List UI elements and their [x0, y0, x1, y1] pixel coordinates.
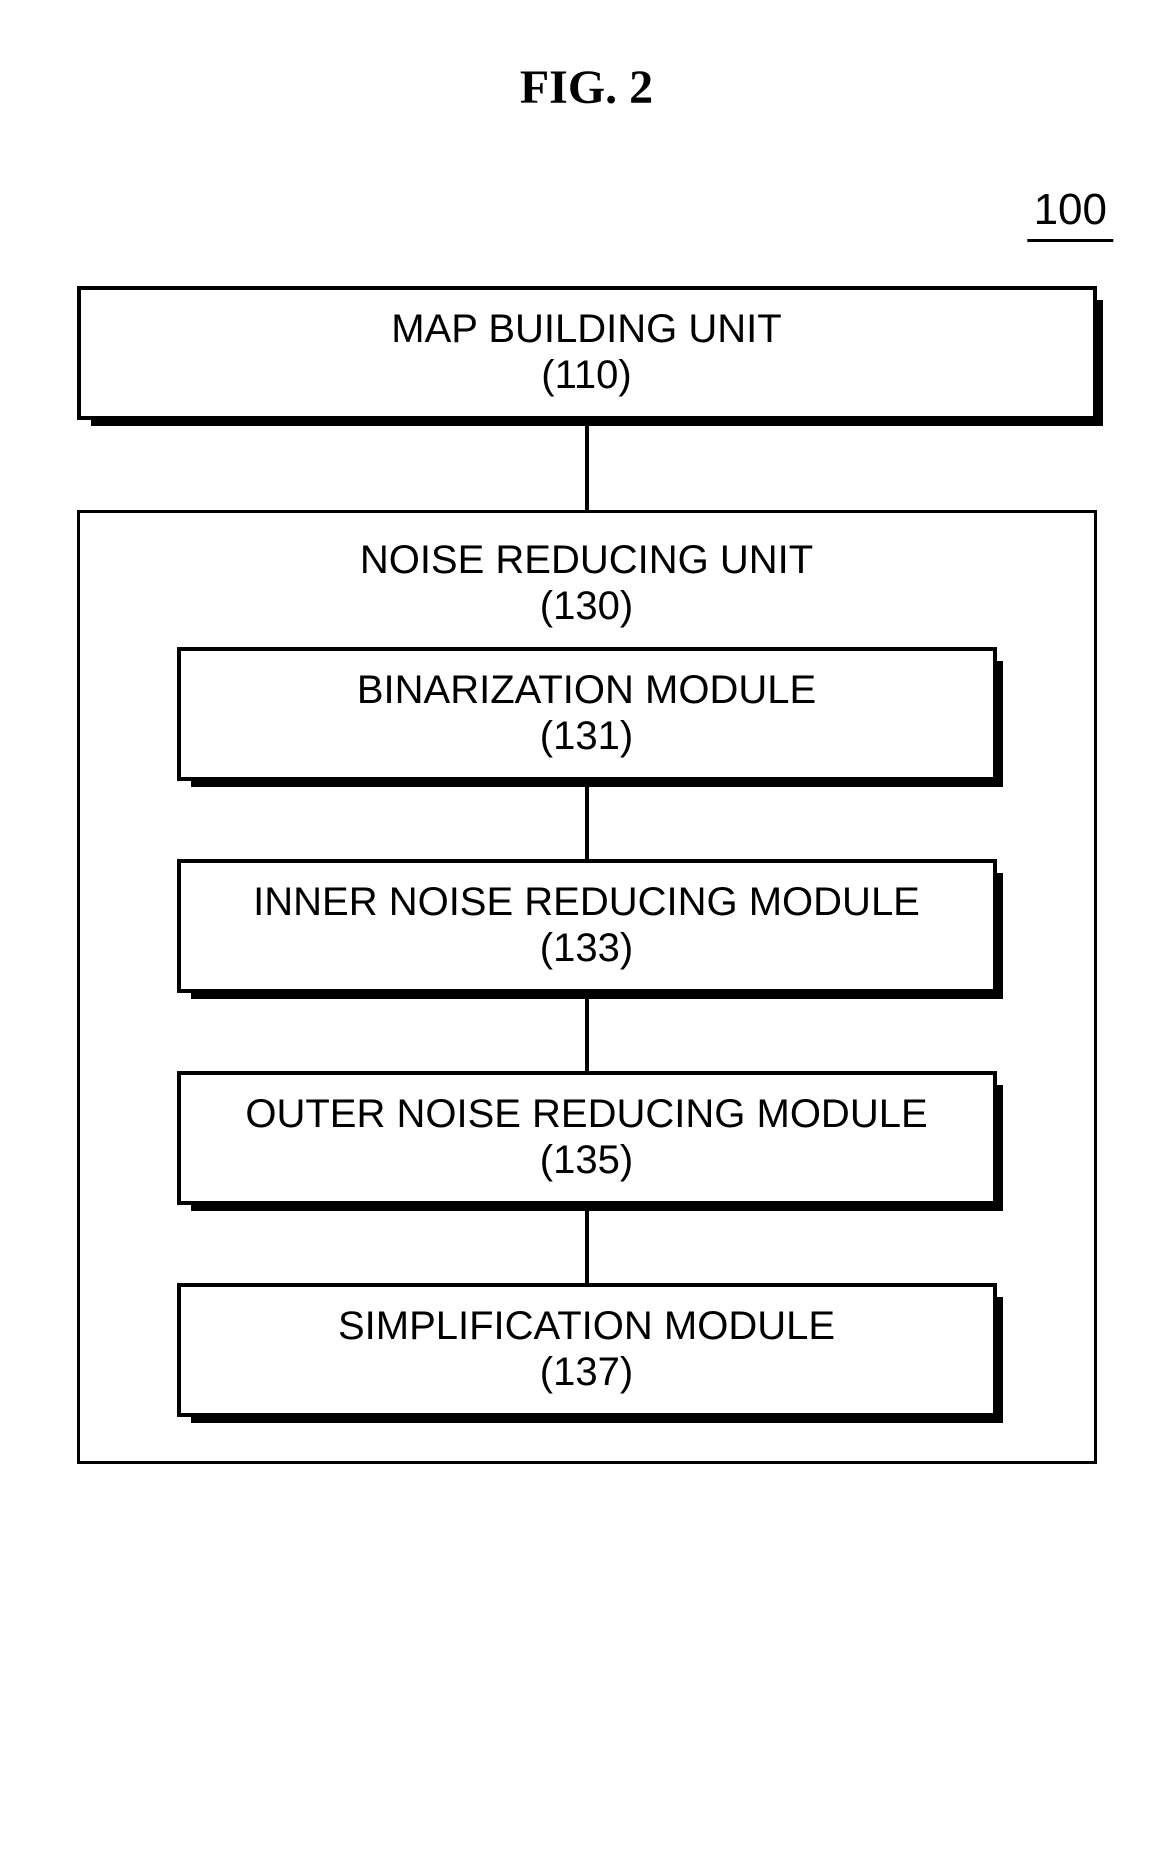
map-building-unit-label: MAP BUILDING UNIT — [91, 306, 1083, 352]
map-building-unit-ref: (110) — [91, 352, 1083, 398]
connector-2-3 — [585, 1205, 589, 1283]
outer-noise-module-box: OUTER NOISE REDUCING MODULE (135) — [177, 1071, 997, 1205]
inner-noise-module-ref: (133) — [191, 925, 983, 971]
inner-noise-module-box: INNER NOISE REDUCING MODULE (133) — [177, 859, 997, 993]
inner-noise-module-label: INNER NOISE REDUCING MODULE — [191, 879, 983, 925]
noise-reducing-unit: NOISE REDUCING UNIT (130) BINARIZATION M… — [77, 510, 1097, 1464]
noise-unit-label: NOISE REDUCING UNIT — [124, 537, 1050, 583]
connector-0-1 — [585, 781, 589, 859]
inner-noise-module-box-inner: INNER NOISE REDUCING MODULE (133) — [177, 859, 997, 993]
map-building-unit-box: MAP BUILDING UNIT (110) — [77, 286, 1097, 420]
binarization-module-ref: (131) — [191, 713, 983, 759]
map-building-unit-box-inner: MAP BUILDING UNIT (110) — [77, 286, 1097, 420]
outer-noise-module-ref: (135) — [191, 1137, 983, 1183]
binarization-module-label: BINARIZATION MODULE — [191, 667, 983, 713]
simplification-module-box: SIMPLIFICATION MODULE (137) — [177, 1283, 997, 1417]
binarization-module-box: BINARIZATION MODULE (131) — [177, 647, 997, 781]
simplification-module-ref: (137) — [191, 1349, 983, 1395]
figure-title: FIG. 2 — [60, 60, 1113, 115]
outer-noise-module-label: OUTER NOISE REDUCING MODULE — [191, 1091, 983, 1137]
binarization-module-box-inner: BINARIZATION MODULE (131) — [177, 647, 997, 781]
noise-reducing-unit-title: NOISE REDUCING UNIT (130) — [124, 537, 1050, 629]
outer-noise-module-box-inner: OUTER NOISE REDUCING MODULE (135) — [177, 1071, 997, 1205]
connector-1-2 — [585, 993, 589, 1071]
figure-ref-number: 100 — [60, 185, 1113, 242]
connector-top-to-unit — [585, 420, 589, 510]
simplification-module-label: SIMPLIFICATION MODULE — [191, 1303, 983, 1349]
figure-page: FIG. 2 100 MAP BUILDING UNIT (110) NOISE… — [0, 0, 1173, 1544]
figure-ref-number-text: 100 — [1028, 185, 1113, 242]
simplification-module-box-inner: SIMPLIFICATION MODULE (137) — [177, 1283, 997, 1417]
noise-unit-ref: (130) — [124, 583, 1050, 629]
